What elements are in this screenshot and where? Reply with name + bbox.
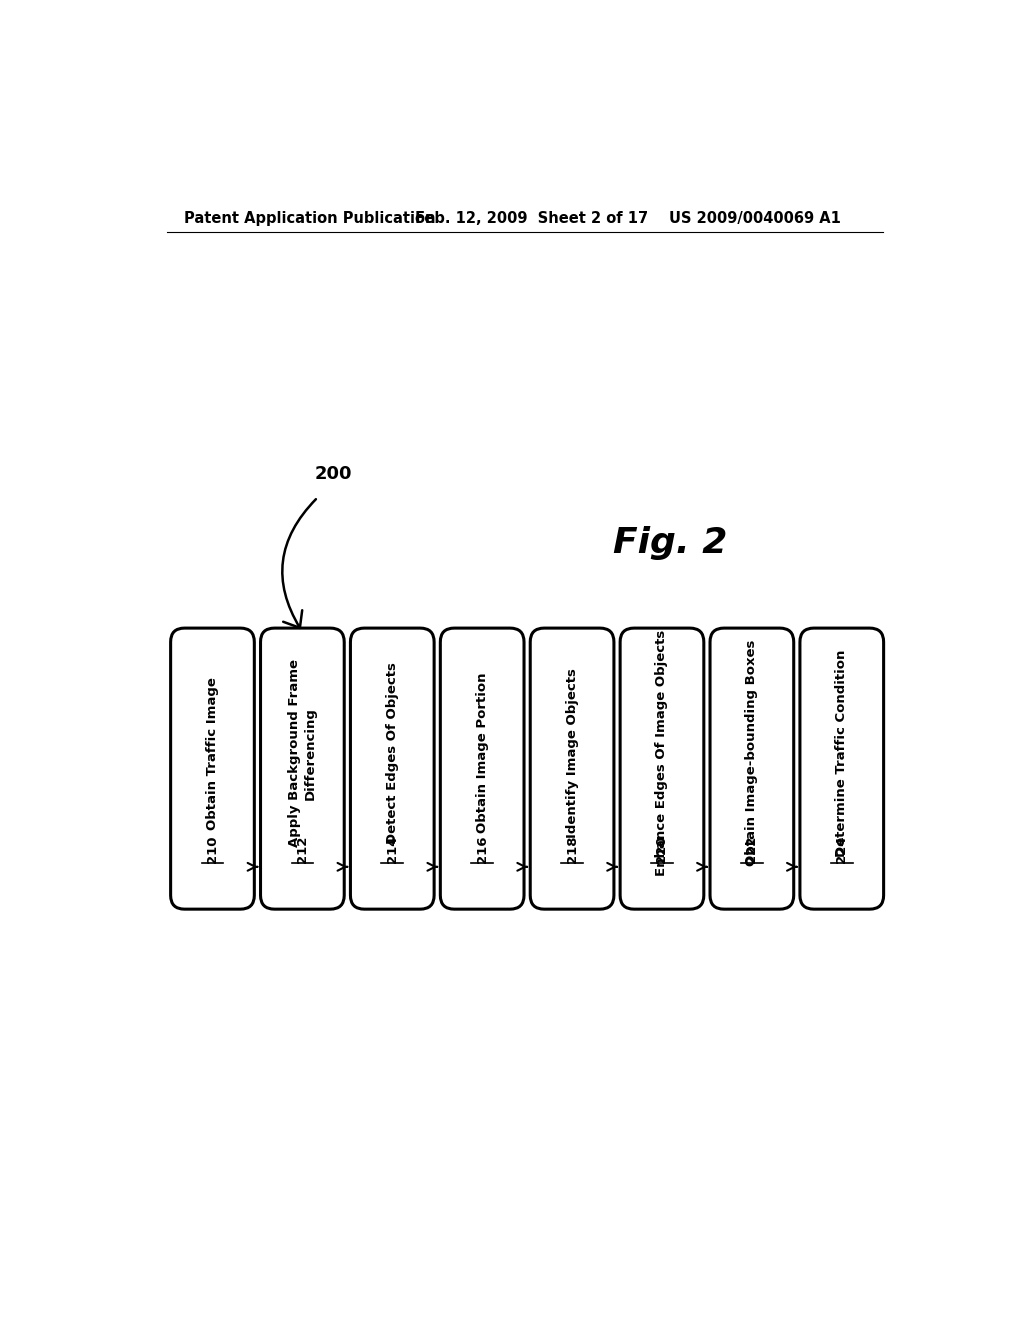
Text: Apply Background Frame
Differencing: Apply Background Frame Differencing xyxy=(289,659,316,847)
Text: 210: 210 xyxy=(206,836,219,863)
Text: US 2009/0040069 A1: US 2009/0040069 A1 xyxy=(669,211,841,226)
Text: 224: 224 xyxy=(836,836,848,863)
FancyBboxPatch shape xyxy=(800,628,884,909)
Text: 200: 200 xyxy=(314,465,352,483)
FancyBboxPatch shape xyxy=(440,628,524,909)
Text: Identify Image Objects: Identify Image Objects xyxy=(565,668,579,838)
FancyBboxPatch shape xyxy=(530,628,614,909)
Text: Obtain Image-bounding Boxes: Obtain Image-bounding Boxes xyxy=(745,640,759,866)
Text: Fig. 2: Fig. 2 xyxy=(613,527,728,561)
Text: 212: 212 xyxy=(296,836,309,863)
Text: 220: 220 xyxy=(655,836,669,863)
Text: Feb. 12, 2009  Sheet 2 of 17: Feb. 12, 2009 Sheet 2 of 17 xyxy=(415,211,648,226)
Text: Obtain Image Portion: Obtain Image Portion xyxy=(476,673,488,833)
Text: Patent Application Publication: Patent Application Publication xyxy=(183,211,435,226)
FancyBboxPatch shape xyxy=(260,628,344,909)
Text: 222: 222 xyxy=(745,836,759,863)
FancyBboxPatch shape xyxy=(710,628,794,909)
FancyBboxPatch shape xyxy=(621,628,703,909)
Text: Obtain Traffic Image: Obtain Traffic Image xyxy=(206,677,219,830)
Text: Determine Traffic Condition: Determine Traffic Condition xyxy=(836,649,848,857)
Text: Enhance Edges Of Image Objects: Enhance Edges Of Image Objects xyxy=(655,630,669,876)
FancyArrowPatch shape xyxy=(283,499,316,628)
FancyBboxPatch shape xyxy=(171,628,254,909)
Text: 216: 216 xyxy=(476,836,488,863)
Text: 214: 214 xyxy=(386,836,398,863)
Text: 218: 218 xyxy=(565,836,579,863)
FancyBboxPatch shape xyxy=(350,628,434,909)
Text: Detect Edges Of Objects: Detect Edges Of Objects xyxy=(386,663,398,845)
